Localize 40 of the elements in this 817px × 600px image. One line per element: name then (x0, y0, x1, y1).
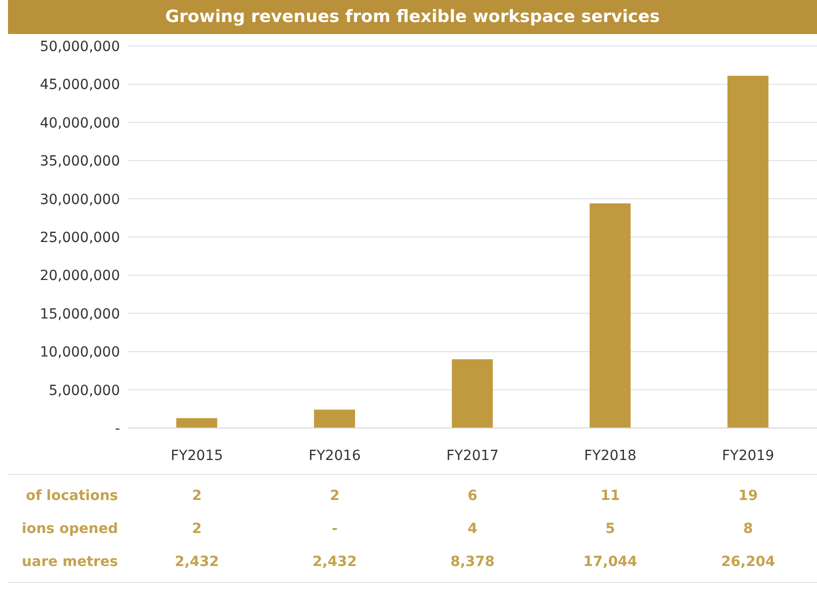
y-tick-label: 10,000,000 (40, 344, 120, 361)
text: 2 (191, 520, 203, 536)
y-tick-label: 50,000,000 (40, 38, 120, 55)
x-tick-label: FY2018 (584, 448, 636, 464)
text: 2,432 (312, 554, 358, 570)
bar (727, 76, 768, 428)
text: 2,432 (174, 554, 220, 570)
text: 19 (737, 488, 759, 504)
bar (590, 203, 631, 428)
y-tick-label: 30,000,000 (40, 192, 120, 208)
y-tick-label: 5,000,000 (48, 382, 120, 399)
text: ions opened (20, 520, 119, 536)
y-tick-label: - (114, 420, 120, 437)
text: uare metres (20, 554, 119, 570)
y-tick-label: 35,000,000 (40, 154, 120, 170)
y-tick-label: 25,000,000 (40, 230, 120, 246)
y-tick-label: 40,000,000 (40, 115, 120, 132)
y-tick-label: 45,000,000 (40, 77, 120, 94)
text: 2 (191, 488, 203, 504)
bar (452, 359, 493, 428)
text: - (330, 520, 339, 536)
text: of locations (24, 488, 119, 504)
text: 8 (742, 520, 754, 536)
bar (314, 410, 356, 428)
text: 17,044 (582, 554, 638, 570)
y-tick-label: 20,000,000 (40, 268, 120, 284)
x-tick-label: FY2015 (170, 448, 224, 464)
text: 8,378 (449, 554, 496, 570)
text: 2 (328, 488, 341, 504)
x-tick-label: FY2019 (722, 448, 774, 464)
x-tick-label: FY2016 (308, 448, 361, 464)
x-tick-label: FY2017 (446, 448, 499, 464)
chart-title: Growing revenues from flexible workspace services (8, 0, 817, 34)
text: 11 (600, 488, 622, 504)
y-tick-label: 15,000,000 (40, 306, 120, 322)
text: 26,204 (720, 554, 776, 570)
text: 6 (466, 488, 478, 504)
text: 4 (466, 520, 478, 536)
bar (176, 418, 218, 428)
text: 5 (604, 520, 616, 536)
